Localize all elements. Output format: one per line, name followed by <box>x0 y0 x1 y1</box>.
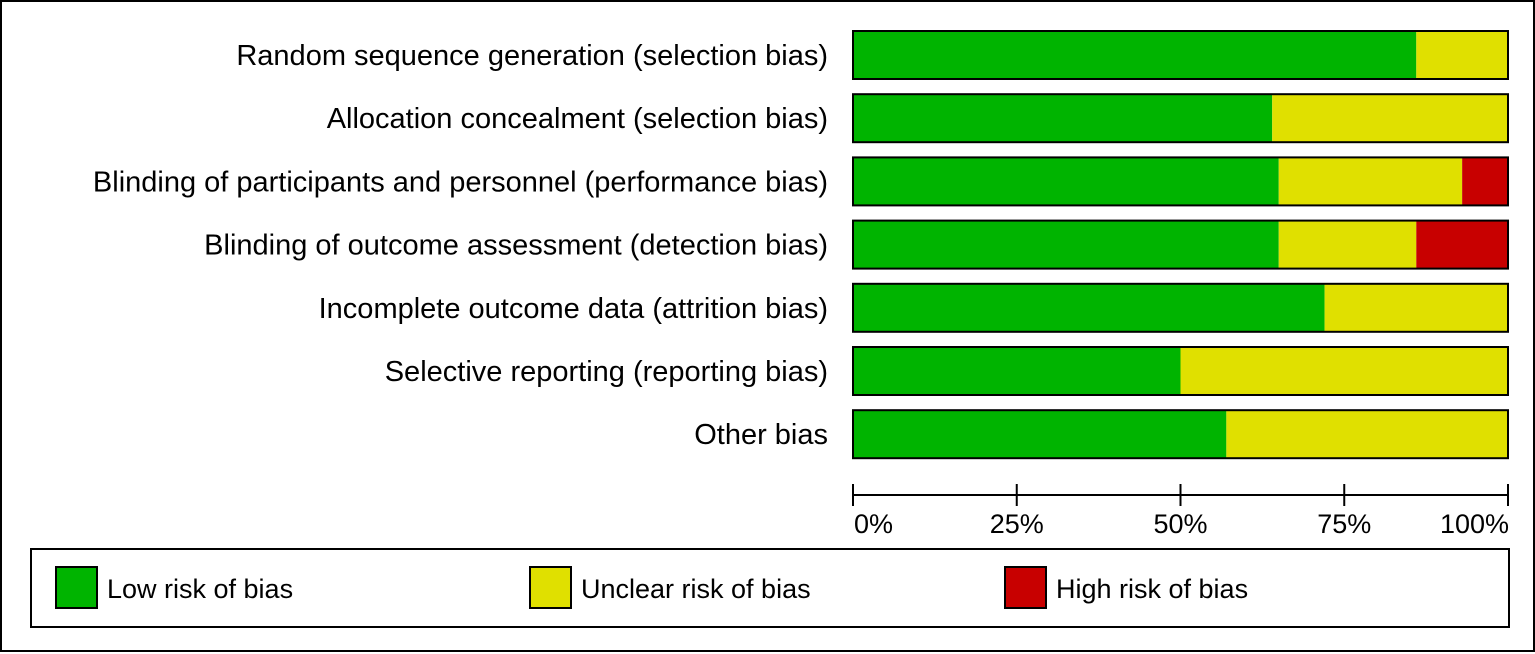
category-label: Blinding of outcome assessment (detectio… <box>204 230 828 262</box>
bar-segment <box>853 283 1325 332</box>
bar-segment <box>853 347 1181 395</box>
x-tick-label: 50% <box>1153 509 1207 539</box>
stacked-bars <box>852 30 1509 460</box>
bar-segment <box>853 220 1279 269</box>
category-label: Blinding of participants and personnel (… <box>93 166 828 198</box>
legend-box <box>30 548 1510 628</box>
bar-segment <box>1416 220 1508 269</box>
x-tick-label: 0% <box>854 509 893 539</box>
bar-segment <box>853 31 1417 79</box>
x-axis: 0% 25% 50% 75% 100% <box>852 484 1509 539</box>
bar-outline <box>852 93 1509 144</box>
bar-segment <box>1462 157 1508 206</box>
bar-segment <box>853 94 1273 143</box>
legend: Low risk of bias Unclear risk of bias High… <box>30 548 1510 628</box>
category-label: Other bias <box>694 419 828 451</box>
legend-label: Unclear risk of bias <box>581 574 811 604</box>
legend-swatch <box>55 566 98 609</box>
bar-outline <box>852 30 1509 80</box>
legend-swatch <box>529 566 572 609</box>
bar-segment <box>1180 347 1508 395</box>
category-label: Allocation concealment (selection bias) <box>327 103 828 135</box>
bar-segment <box>1278 157 1463 206</box>
bar-outline <box>852 346 1509 396</box>
bar-outline <box>852 282 1509 333</box>
bar-outline <box>852 409 1509 460</box>
category-label: Selective reporting (reporting bias) <box>385 356 828 388</box>
category-label: Incomplete outcome data (attrition bias) <box>319 293 828 325</box>
x-tick-label: 75% <box>1317 509 1371 539</box>
bar-segment <box>1324 283 1508 332</box>
legend-label: High risk of bias <box>1056 574 1248 604</box>
bar-segment <box>853 157 1279 206</box>
bar-segment <box>1272 94 1508 143</box>
bar-outline <box>852 156 1509 207</box>
bar-outline <box>852 219 1509 270</box>
bar-segment <box>853 410 1227 459</box>
legend-swatch <box>1004 566 1047 609</box>
bar-segment <box>1278 220 1417 269</box>
x-tick-label: 100% <box>1440 509 1509 539</box>
x-tick-label: 25% <box>990 509 1044 539</box>
bar-segment <box>1416 31 1508 79</box>
category-label: Random sequence generation (selection bi… <box>236 40 828 72</box>
legend-label: Low risk of bias <box>107 574 293 604</box>
bar-segment <box>1226 410 1508 459</box>
category-labels: Random sequence generation (selection bi… <box>93 40 828 451</box>
